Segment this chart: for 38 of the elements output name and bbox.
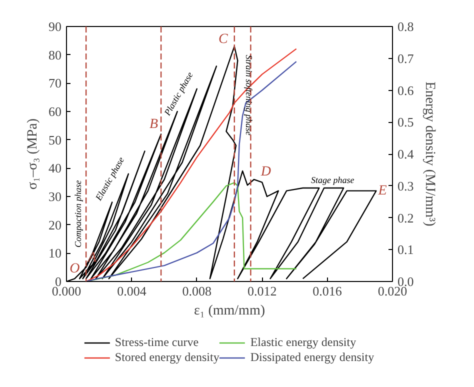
x-tick-label: 0.012	[247, 284, 277, 298]
y-axis-title: σ₁–σ₃ (MPa)	[26, 118, 40, 190]
annotation: C	[218, 32, 229, 48]
y-tick-label: 60	[48, 104, 62, 119]
legend-label: Stored energy density	[114, 350, 220, 365]
annotation: A	[87, 250, 98, 266]
annotation: Compaction phase	[72, 180, 83, 248]
y2-axis-title: Energy density (MJ/mm³)	[422, 82, 437, 227]
y-tick-label: 90	[48, 19, 62, 34]
legend-label: Elastic energy density	[250, 335, 356, 350]
annotation: Stage phase	[311, 175, 354, 186]
y-tick-label: 20	[48, 217, 62, 232]
y2-tick-label: 0.1	[398, 242, 414, 258]
annotation: O	[70, 262, 80, 277]
y2-tick-label: 0.6	[398, 82, 414, 98]
y2-tick-label: 0.4	[398, 146, 414, 162]
x-tick-label: 0.016	[312, 284, 342, 298]
y-tick-label: 80	[48, 47, 62, 62]
y2-tick-label: 0.3	[398, 178, 414, 194]
annotation: E	[377, 183, 388, 198]
y-tick-label: 50	[48, 132, 62, 148]
x-tick-label: 0.004	[117, 284, 147, 298]
annotation: B	[149, 117, 158, 132]
legend-label: Stress-time curve	[114, 335, 199, 350]
y2-tick-label: 0.8	[398, 19, 414, 34]
y-tick-label: 40	[48, 160, 62, 176]
y2-tick-label: 0.5	[398, 114, 414, 130]
x-tick-label: 0.008	[182, 284, 212, 298]
annotation: Strain softening phase	[244, 54, 254, 136]
y-tick-label: 70	[48, 76, 62, 91]
y-tick-label: 10	[48, 246, 62, 261]
y2-tick-label: 0.2	[398, 210, 414, 226]
y-tick-label: 30	[48, 189, 62, 204]
x-axis-title: ε₁ (mm/mm)	[194, 304, 266, 318]
annotation: D	[260, 164, 271, 180]
legend-label: Dissipated energy density	[250, 350, 374, 365]
y-tick-label: 0	[55, 274, 62, 289]
y2-tick-label: 0.7	[398, 50, 414, 66]
